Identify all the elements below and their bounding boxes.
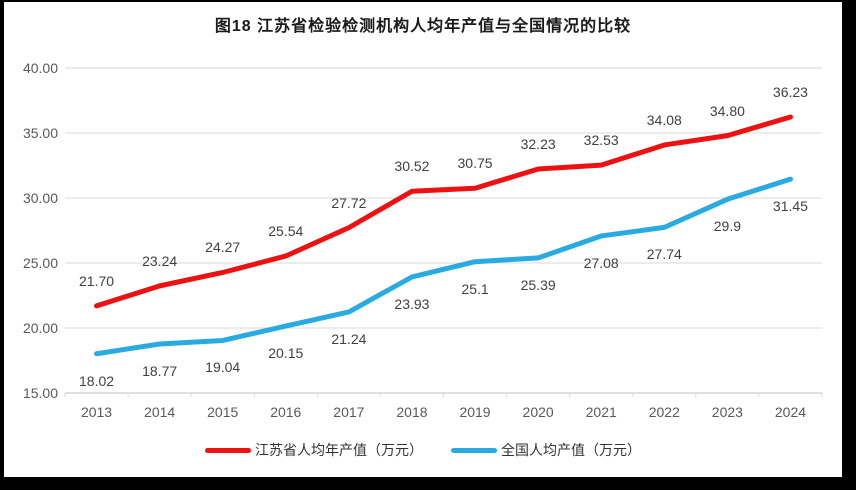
frame-border-left: [0, 0, 4, 490]
chart-title: 图18 江苏省检验检测机构人均年产值与全国情况的比较: [214, 18, 632, 35]
legend-label: 全国人均产值（万元）: [501, 442, 641, 458]
jiangsu-series-line: [94, 114, 793, 309]
x-axis-tick-label: 2019: [459, 404, 491, 420]
data-label-national: 20.15: [268, 345, 304, 362]
x-axis-tick-label: 2021: [585, 404, 617, 420]
legend: 江苏省人均年产值（万元） 全国人均产值（万元）: [4, 440, 842, 460]
national-series-line: [94, 176, 793, 357]
x-axis-tick-label: 2015: [207, 404, 239, 420]
data-label-jiangsu: 23.24: [142, 252, 178, 269]
x-axis-tick-label: 2020: [522, 404, 554, 420]
y-axis-tick-label: 30.00: [22, 190, 58, 206]
data-label-national: 27.74: [646, 246, 682, 263]
frame-border-bottom: [0, 477, 856, 490]
y-axis-tick-label: 20.00: [22, 320, 58, 336]
data-label-jiangsu: 34.80: [709, 102, 745, 119]
data-label-national: 25.1: [461, 280, 489, 297]
data-label-national: 25.39: [520, 276, 556, 293]
data-label-jiangsu: 24.27: [205, 239, 241, 256]
data-label-national: 19.04: [205, 359, 241, 376]
legend-line-swatch: [451, 447, 497, 453]
data-label-jiangsu: 30.52: [394, 158, 430, 175]
x-axis-tick-label: 2014: [144, 404, 176, 420]
data-label-national: 18.02: [79, 372, 115, 389]
y-axis-tick-label: 15.00: [22, 385, 58, 401]
legend-item: 全国人均产值（万元）: [451, 440, 641, 460]
x-axis-tick-label: 2018: [396, 404, 428, 420]
legend-item: 江苏省人均年产值（万元）: [205, 440, 423, 460]
x-axis-tick-label: 2023: [711, 404, 743, 420]
data-label-jiangsu: 32.23: [520, 136, 556, 152]
legend-line-swatch: [205, 447, 251, 453]
data-label-jiangsu: 30.75: [457, 155, 493, 172]
x-axis-tick-label: 2016: [270, 404, 302, 420]
data-label-national: 27.08: [583, 254, 619, 271]
data-label-national: 18.77: [142, 362, 178, 379]
frame-border-top: [0, 0, 856, 2]
x-axis-tick-label: 2024: [774, 404, 807, 420]
data-label-jiangsu: 27.72: [331, 194, 367, 211]
data-label-national: 23.93: [394, 295, 430, 312]
frame-border-right: [842, 0, 856, 490]
x-axis-tick-label: 2017: [333, 404, 365, 420]
legend-label: 江苏省人均年产值（万元）: [255, 442, 423, 458]
data-label-national: 21.24: [331, 330, 367, 347]
data-label-jiangsu: 25.54: [268, 222, 304, 239]
data-label-jiangsu: 34.08: [646, 111, 682, 128]
data-label-jiangsu: 32.53: [583, 132, 619, 149]
data-label-jiangsu: 36.23: [772, 84, 808, 100]
y-axis-tick-label: 25.00: [22, 255, 58, 271]
data-label-national: 31.45: [772, 198, 808, 215]
y-axis-tick-label: 35.00: [22, 125, 58, 141]
x-axis-tick-label: 2022: [648, 404, 680, 420]
data-label-national: 29.9: [713, 218, 741, 235]
y-axis-tick-label: 40.00: [22, 60, 58, 76]
data-label-jiangsu: 21.70: [79, 272, 115, 289]
x-axis-tick-label: 2013: [80, 404, 113, 420]
